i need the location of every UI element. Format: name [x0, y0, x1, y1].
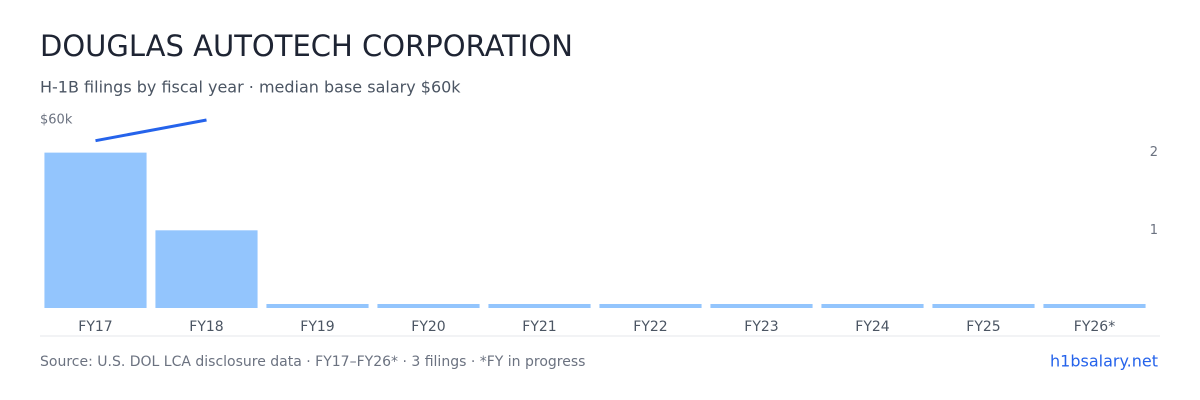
bar	[44, 152, 147, 308]
chart-subtitle: H-1B filings by fiscal year · median bas…	[40, 78, 461, 97]
x-tick-label: FY25	[966, 319, 1000, 335]
x-tick-label: FY24	[855, 319, 890, 335]
x-tick-label: FY23	[744, 319, 778, 335]
bar	[488, 304, 591, 308]
bar	[599, 304, 702, 308]
x-tick-label: FY19	[300, 319, 334, 335]
bar	[710, 304, 813, 308]
x-tick-label: FY18	[189, 319, 223, 335]
salary-line	[95, 118, 207, 143]
bar	[155, 230, 258, 308]
bar	[1043, 304, 1146, 308]
site-link[interactable]: h1bsalary.net	[1050, 352, 1158, 371]
chart-title: DOUGLAS AUTOTECH CORPORATION	[40, 29, 573, 63]
x-tick-label: FY20	[411, 319, 445, 335]
y-tick-label: $60k	[40, 113, 73, 128]
y2-tick-label: 1	[1150, 223, 1158, 238]
y2-tick-label: 2	[1150, 145, 1158, 160]
bar	[932, 304, 1035, 308]
x-tick-label: FY22	[633, 319, 667, 335]
source-note: Source: U.S. DOL LCA disclosure data · F…	[40, 354, 585, 370]
x-tick-label: FY26*	[1074, 319, 1115, 335]
bar	[377, 304, 480, 308]
bar	[266, 304, 369, 308]
x-tick-label: FY21	[522, 319, 556, 335]
bar	[821, 304, 924, 308]
x-tick-label: FY17	[78, 319, 112, 335]
